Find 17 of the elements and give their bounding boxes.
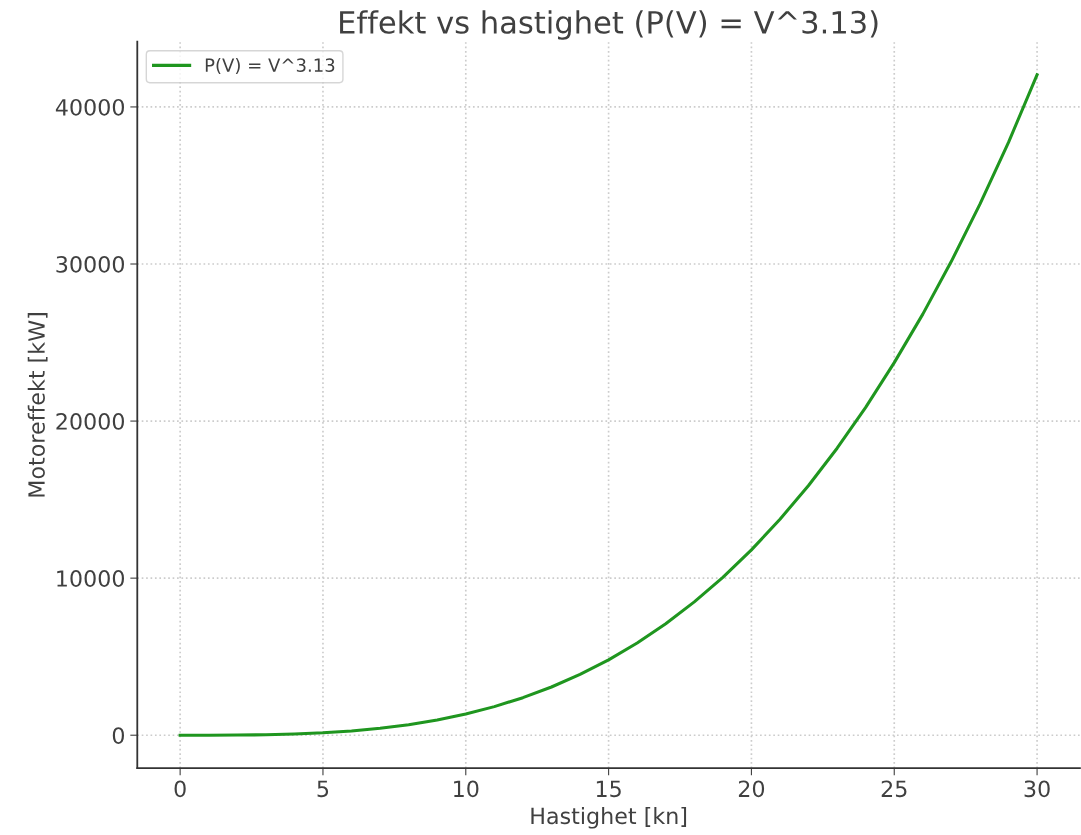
- x-tick-label: 30: [1024, 780, 1050, 798]
- y-axis-title: Motoreffekt [kW]: [27, 313, 48, 497]
- x-axis-title: Hastighet [kn]: [531, 807, 687, 829]
- x-tick-label: 5: [317, 780, 329, 798]
- y-tick-label: 20000: [56, 413, 124, 430]
- x-tick-label: 10: [454, 780, 479, 798]
- x-tick-label: 25: [881, 780, 907, 798]
- y-tick-label: 40000: [55, 98, 124, 116]
- y-tick-label: 30000: [56, 255, 124, 273]
- line-series: [178, 73, 1039, 737]
- legend-label: P(V) = V^3.13: [205, 58, 335, 75]
- x-tick-label: 20: [738, 780, 765, 798]
- chart-title: Effekt vs hastighet (P(V) = V^3.13): [340, 10, 878, 40]
- y-tick-label: 0: [112, 727, 125, 744]
- x-tick-label: 15: [596, 780, 621, 798]
- x-tick-label: 0: [174, 780, 186, 798]
- y-tick-label: 10000: [57, 570, 124, 587]
